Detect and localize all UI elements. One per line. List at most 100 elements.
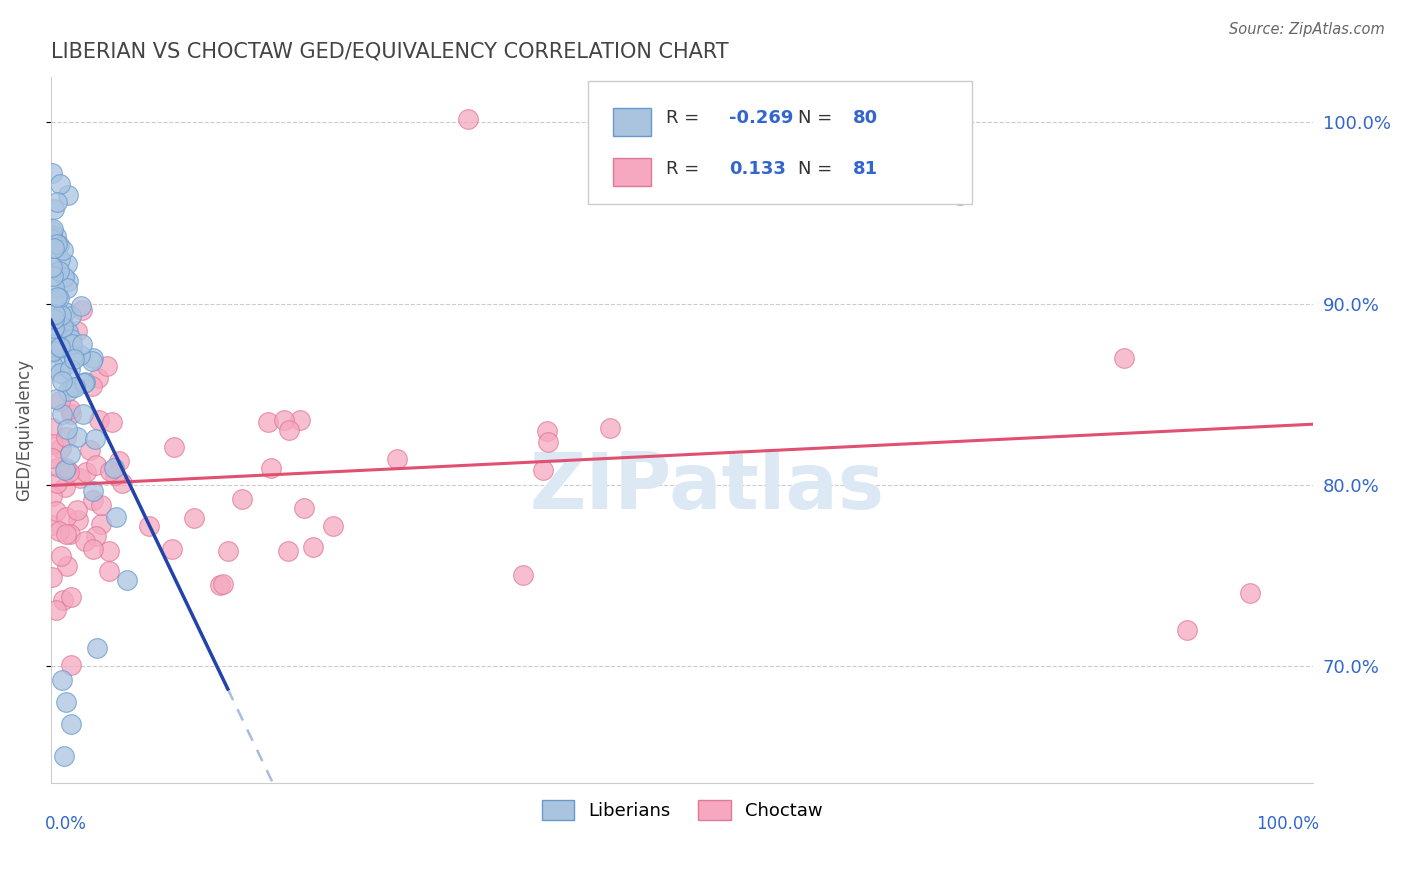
Point [183, 511, 205, 525]
Point [90, 516, 112, 531]
Text: Source: ZipAtlas.com: Source: ZipAtlas.com [1229, 22, 1385, 37]
Point [104, 509, 127, 524]
Text: 0.0%: 0.0% [45, 815, 87, 833]
Point [42, 269, 65, 284]
Point [84, 529, 107, 543]
Point [42, 345, 65, 359]
Point [58, 274, 80, 288]
Point [53, 463, 76, 477]
Point [231, 491, 253, 506]
Y-axis label: GED/Equivalency: GED/Equivalency [15, 359, 32, 501]
Point [53, 318, 76, 332]
Point [62, 347, 84, 361]
Point [44, 280, 66, 294]
Point [322, 519, 344, 533]
Point [84, 432, 107, 446]
Point [59, 402, 82, 417]
Point [48, 460, 70, 475]
Point [51, 374, 73, 388]
Point [103, 460, 125, 475]
Point [260, 461, 283, 475]
Point [58, 362, 80, 376]
Point [82, 492, 104, 507]
Point [48, 524, 70, 538]
Point [60, 380, 83, 394]
Text: R =: R = [666, 160, 704, 178]
Point [56, 257, 79, 271]
Point [533, 463, 555, 477]
Point [53, 269, 76, 284]
Point [86, 640, 108, 655]
Point [55, 526, 77, 541]
Point [45, 602, 67, 616]
Point [87, 413, 110, 427]
Point [41, 343, 63, 358]
FancyBboxPatch shape [588, 81, 973, 204]
Point [276, 544, 298, 558]
Point [41, 451, 63, 466]
Point [49, 393, 72, 408]
Point [79, 443, 101, 458]
Point [100, 415, 122, 429]
Point [86, 458, 108, 472]
Point [41, 230, 63, 244]
Point [60, 407, 83, 421]
Point [138, 518, 160, 533]
FancyBboxPatch shape [613, 108, 651, 136]
Point [49, 442, 72, 456]
Point [41, 489, 63, 503]
Point [45, 475, 67, 490]
Point [42, 241, 65, 255]
Point [1239, 586, 1261, 600]
Point [42, 311, 65, 326]
Point [49, 308, 72, 322]
Text: 81: 81 [852, 160, 877, 178]
Point [41, 227, 63, 242]
Point [56, 188, 79, 202]
Point [73, 376, 96, 391]
Point [110, 476, 132, 491]
Point [49, 177, 72, 191]
Point [87, 371, 110, 385]
Point [48, 340, 70, 354]
Legend: Liberians, Choctaw: Liberians, Choctaw [534, 793, 830, 828]
Point [48, 264, 70, 278]
Point [59, 447, 82, 461]
Point [41, 420, 63, 434]
Point [97, 544, 120, 558]
Point [45, 325, 67, 339]
Point [60, 716, 83, 731]
Point [42, 222, 65, 236]
Point [75, 465, 97, 479]
Point [163, 440, 186, 454]
Point [53, 305, 76, 319]
Point [52, 593, 75, 607]
Point [212, 577, 235, 591]
Point [82, 353, 104, 368]
Point [55, 509, 77, 524]
Point [55, 461, 77, 475]
Point [52, 749, 75, 764]
Point [45, 504, 67, 518]
Point [72, 408, 94, 422]
Text: ZIPatlas: ZIPatlas [530, 449, 884, 524]
Point [217, 543, 239, 558]
Point [70, 303, 93, 318]
Point [49, 549, 72, 563]
Point [45, 392, 67, 406]
Text: -0.269: -0.269 [728, 110, 793, 128]
Point [46, 237, 69, 252]
Point [292, 500, 315, 515]
Point [60, 590, 83, 604]
Point [66, 430, 89, 444]
Point [59, 527, 82, 541]
Point [62, 352, 84, 367]
Point [42, 202, 65, 216]
Point [66, 513, 89, 527]
Point [104, 468, 127, 483]
Point [66, 324, 89, 338]
Point [65, 502, 87, 516]
Point [512, 568, 534, 582]
Point [41, 570, 63, 584]
Point [46, 290, 69, 304]
